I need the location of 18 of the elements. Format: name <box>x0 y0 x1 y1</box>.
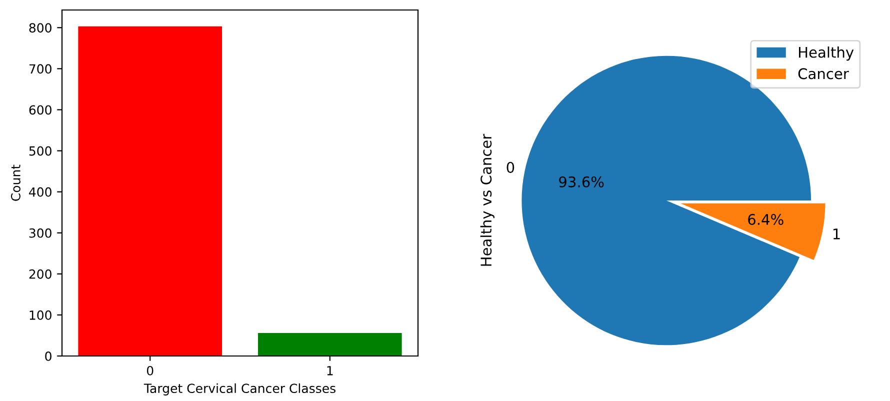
y-tick-label: 600 <box>29 105 52 115</box>
legend-label: Healthy <box>798 46 854 61</box>
y-tick-label: 700 <box>29 64 52 74</box>
text: Healthy vs Cancer <box>480 134 494 266</box>
legend-label: Cancer <box>798 68 849 80</box>
y-tick-label: 400 <box>29 187 52 197</box>
y-axis-title: Count <box>10 164 20 201</box>
text: 1 <box>833 228 840 240</box>
y-tick-label: 800 <box>29 23 52 33</box>
data-label: 6.4% <box>748 214 784 225</box>
x-axis-title: Target Cervical Cancer Classes <box>144 383 336 396</box>
y-tick-label: 300 <box>29 228 52 238</box>
y-tick-label: 100 <box>30 310 52 320</box>
text: 0 <box>506 162 514 173</box>
data-label: 93.6% <box>559 176 604 188</box>
y-tick-label: 0 <box>45 351 52 361</box>
y-tick-label: 200 <box>29 269 52 279</box>
y-tick-label: 500 <box>29 146 52 156</box>
